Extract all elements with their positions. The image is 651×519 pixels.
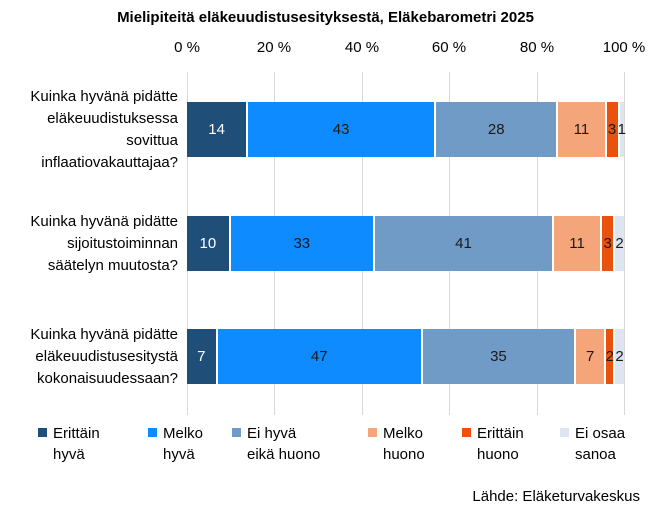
bar-segment: 1 — [617, 102, 626, 157]
bar-row: 7 47 35 7 2 2 — [187, 329, 624, 384]
category-label-line: sijoitustoiminnan — [67, 235, 178, 252]
bar-segment: 11 — [554, 216, 603, 271]
x-tick-label: 0 % — [174, 39, 200, 56]
category-label: Kuinka hyvänä pidätte sijoitustoiminnan sä… — [8, 211, 178, 277]
bar-segment: 2 — [615, 329, 624, 384]
legend-item: Melko hyvä — [148, 423, 203, 465]
category-label-line: eläkeuudistuksessa — [47, 110, 178, 127]
category-label-line: eläkeuudistusesitystä — [35, 348, 178, 365]
bar-segment: 3 — [606, 102, 620, 157]
bar-value-label: 35 — [490, 348, 507, 365]
bar-segment: 3 — [602, 216, 616, 271]
bar-segment: 7 — [187, 329, 218, 384]
category-label-line: Kuinka hyvänä pidätte — [30, 326, 178, 343]
bar-segment: 47 — [217, 329, 423, 384]
legend-label-line: Melko — [383, 425, 424, 442]
bar-value-label: 10 — [199, 235, 217, 252]
x-tick-label: 20 % — [256, 39, 292, 56]
legend-swatch — [38, 428, 47, 437]
legend-item: Erittäin huono — [462, 423, 524, 465]
category-label-line: säätelyn muutosta? — [47, 257, 178, 274]
legend-label: Ei hyvä eikä huono — [247, 423, 320, 465]
bar-value-label: 47 — [310, 348, 328, 365]
bar-segment: 43 — [248, 102, 437, 157]
bar-segment: 7 — [575, 329, 607, 384]
bar-segment: 14 — [187, 102, 249, 157]
bar-value-label: 1 — [617, 121, 626, 138]
bar-segment: 41 — [374, 216, 555, 271]
legend-label-line: Erittäin — [53, 425, 100, 442]
bar-value-label: 11 — [573, 121, 590, 138]
gridline — [624, 72, 625, 415]
legend-label: Ei osaa sanoa — [575, 423, 625, 465]
bar-segment: 35 — [422, 329, 576, 384]
bar-value-label: 7 — [586, 348, 595, 365]
legend-item: Ei hyvä eikä huono — [232, 423, 320, 465]
bar-segment: 28 — [436, 102, 559, 157]
chart-title: Mielipiteitä eläkeuudistusesityksestä, E… — [117, 9, 534, 26]
legend-label-line: hyvä — [53, 446, 85, 463]
legend-label: Erittäin huono — [477, 423, 524, 465]
x-tick-label: 100 % — [602, 39, 646, 56]
legend-item: Melko huono — [368, 423, 425, 465]
legend-label-line: hyvä — [163, 446, 195, 463]
bar-value-label: 7 — [197, 348, 206, 365]
bar-segment: 2 — [615, 216, 624, 271]
source-note: Lähde: Eläketurvakeskus — [472, 488, 640, 505]
category-label-line: Kuinka hyvänä pidätte — [30, 213, 178, 230]
legend-label-line: sanoa — [575, 446, 616, 463]
legend-swatch — [148, 428, 157, 437]
legend-label: Melko huono — [383, 423, 425, 465]
bar-value-label: 14 — [208, 121, 225, 138]
bar-segment: 11 — [558, 102, 607, 157]
legend-label-line: Melko — [163, 425, 204, 442]
legend-label-line: eikä huono — [247, 446, 321, 463]
bar-value-label: 2 — [615, 235, 624, 252]
category-label-line: sovittua — [126, 132, 178, 149]
legend-item: Erittäin hyvä — [38, 423, 100, 465]
bar-segment: 10 — [187, 216, 231, 271]
bar-row: 14 43 28 11 3 1 — [187, 102, 626, 157]
legend-label-line: huono — [477, 446, 519, 463]
bar-value-label: 3 — [607, 121, 617, 138]
legend-label-line: huono — [383, 446, 425, 463]
category-label-line: inflaatiovakauttajaa? — [41, 154, 178, 171]
category-label-line: Kuinka hyvänä pidätte — [30, 88, 178, 105]
bar-row: 10 33 41 11 3 2 — [187, 216, 624, 271]
x-tick-label: 80 % — [519, 39, 555, 56]
category-label-line: kokonaisuudessaan? — [37, 370, 178, 387]
legend-label-line: Erittäin — [477, 425, 524, 442]
bar-value-label: 2 — [615, 348, 624, 365]
legend-label-line: Ei hyvä — [247, 425, 297, 442]
legend-label-line: Ei osaa — [575, 425, 626, 442]
legend-label: Erittäin hyvä — [53, 423, 100, 465]
legend-swatch — [368, 428, 377, 437]
category-label: Kuinka hyvänä pidätte eläkeuudistusesitys… — [8, 324, 178, 390]
bar-segment: 33 — [230, 216, 375, 271]
bar-value-label: 2 — [605, 348, 615, 365]
legend-swatch — [232, 428, 241, 437]
category-label: Kuinka hyvänä pidätte eläkeuudistuksessa s… — [8, 86, 178, 174]
legend-item: Ei osaa sanoa — [560, 423, 625, 465]
legend-swatch — [560, 428, 569, 437]
bar-value-label: 41 — [455, 235, 472, 252]
x-tick-label: 40 % — [344, 39, 380, 56]
x-tick-label: 60 % — [431, 39, 467, 56]
bar-value-label: 28 — [487, 121, 505, 138]
bar-value-label: 3 — [603, 235, 612, 252]
legend-label: Melko hyvä — [163, 423, 203, 465]
legend-swatch — [462, 428, 471, 437]
bar-value-label: 11 — [569, 235, 585, 252]
bar-value-label: 43 — [332, 121, 350, 138]
bar-value-label: 33 — [293, 235, 311, 252]
bar-segment: 2 — [605, 329, 616, 384]
